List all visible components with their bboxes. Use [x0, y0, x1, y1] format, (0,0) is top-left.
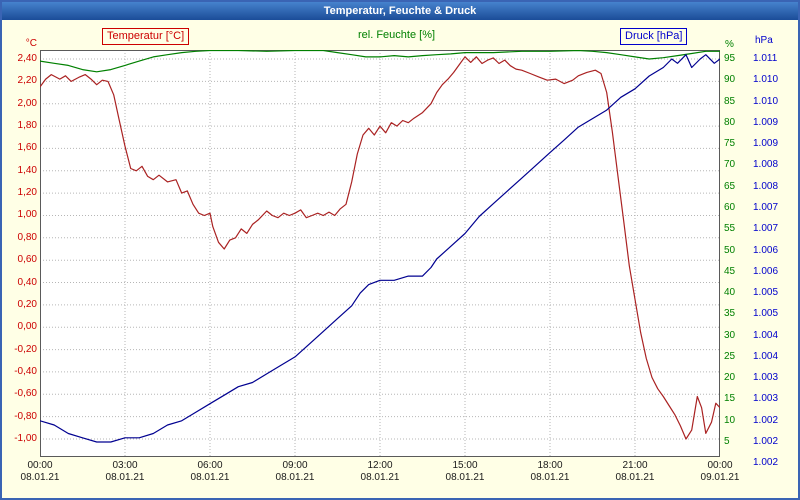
- temp-axis-unit: °C: [25, 38, 37, 49]
- temp-tick-label: -0,20: [14, 344, 37, 355]
- pressure-axis-unit: hPa: [755, 35, 773, 46]
- humidity-tick-label: 90: [724, 74, 736, 85]
- time-tick-label: 15:00: [452, 460, 478, 471]
- time-tick-label: 09:00: [282, 460, 308, 471]
- humidity-tick-label: 25: [724, 351, 736, 362]
- humidity-tick-label: 80: [724, 117, 736, 128]
- pressure-tick-label: 1.003: [753, 393, 779, 404]
- temp-tick-label: 1,40: [17, 165, 37, 176]
- temp-tick-label: -0,40: [14, 366, 37, 377]
- humidity-tick-label: 85: [724, 96, 736, 107]
- pressure-tick-label: 1.005: [753, 308, 779, 319]
- humidity-tick-label: 70: [724, 159, 736, 170]
- pressure-tick-label: 1.008: [753, 159, 779, 170]
- temp-tick-label: -0,60: [14, 388, 37, 399]
- humidity-tick-label: 60: [724, 202, 736, 213]
- temp-tick-label: 1,60: [17, 142, 37, 153]
- date-tick-label: 08.01.21: [445, 472, 485, 483]
- temp-tick-label: 1,00: [17, 209, 37, 220]
- pressure-tick-label: 1.010: [753, 74, 779, 85]
- date-tick-label: 08.01.21: [105, 472, 145, 483]
- plot-area: [40, 50, 720, 457]
- time-tick-label: 00:00: [707, 460, 733, 471]
- pressure-tick-label: 1.007: [753, 202, 779, 213]
- humidity-tick-label: 35: [724, 308, 736, 319]
- time-tick-label: 12:00: [367, 460, 393, 471]
- pressure-tick-label: 1.007: [753, 223, 779, 234]
- time-tick-label: 06:00: [197, 460, 223, 471]
- pressure-tick-label: 1.004: [753, 330, 779, 341]
- humidity-tick-label: 75: [724, 138, 736, 149]
- date-tick-label: 08.01.21: [360, 472, 400, 483]
- temp-tick-label: 2,40: [17, 53, 37, 64]
- time-tick-label: 03:00: [112, 460, 138, 471]
- humidity-tick-label: 55: [724, 223, 736, 234]
- date-tick-label: 09.01.21: [700, 472, 740, 483]
- humidity-tick-label: 45: [724, 266, 736, 277]
- plot-svg: [40, 50, 720, 457]
- humidity-tick-label: 10: [724, 415, 736, 426]
- pressure-tick-label: 1.006: [753, 266, 779, 277]
- plot-border: [40, 50, 720, 457]
- temp-tick-label: 0,20: [17, 299, 37, 310]
- humidity-tick-label: 40: [724, 287, 736, 298]
- pressure-tick-label: 1.002: [753, 436, 779, 447]
- date-tick-label: 08.01.21: [530, 472, 570, 483]
- time-tick-label: 21:00: [622, 460, 648, 471]
- pressure-tick-label: 1.008: [753, 181, 779, 192]
- time-tick-label: 18:00: [537, 460, 563, 471]
- pressure-tick-label: 1.004: [753, 351, 779, 362]
- temperature-series-line: [40, 56, 720, 440]
- legend-pressure[interactable]: Druck [hPa]: [620, 28, 688, 45]
- humidity-tick-label: 5: [724, 436, 730, 447]
- window-title: Temperatur, Feuchte & Druck: [2, 2, 798, 20]
- temp-tick-label: -0,80: [14, 411, 37, 422]
- temp-tick-label: 1,20: [17, 187, 37, 198]
- time-tick-label: 00:00: [27, 460, 53, 471]
- humidity-tick-label: 95: [724, 53, 736, 64]
- pressure-tick-label: 1.003: [753, 372, 779, 383]
- date-tick-label: 08.01.21: [275, 472, 315, 483]
- pressure-tick-label: 1.006: [753, 245, 779, 256]
- humidity-series-line: [40, 50, 720, 73]
- humidity-axis-unit: %: [725, 39, 734, 50]
- pressure-tick-label: 1.002: [753, 415, 779, 426]
- humidity-tick-label: 65: [724, 181, 736, 192]
- pressure-series-line: [40, 54, 720, 443]
- temp-tick-label: 0,40: [17, 277, 37, 288]
- date-tick-label: 08.01.21: [615, 472, 655, 483]
- temp-tick-label: -1,00: [14, 433, 37, 444]
- temp-tick-label: 2,00: [17, 98, 37, 109]
- humidity-tick-label: 50: [724, 245, 736, 256]
- temp-tick-label: 2,20: [17, 75, 37, 86]
- pressure-tick-label: 1.009: [753, 117, 779, 128]
- humidity-tick-label: 20: [724, 372, 736, 383]
- date-tick-label: 08.01.21: [190, 472, 230, 483]
- temp-tick-label: 0,00: [17, 321, 37, 332]
- pressure-tick-label: 1.005: [753, 287, 779, 298]
- legend-humidity[interactable]: rel. Feuchte [%]: [358, 29, 436, 41]
- humidity-tick-label: 15: [724, 393, 736, 404]
- humidity-tick-label: 30: [724, 330, 736, 341]
- pressure-tick-label: 1.009: [753, 138, 779, 149]
- pressure-tick-label: 1.011: [753, 53, 778, 64]
- pressure-tick-label: 1.010: [753, 96, 779, 107]
- temp-tick-label: 1,80: [17, 120, 37, 131]
- pressure-tick-label: 1.002: [753, 457, 779, 468]
- legend-temperature[interactable]: Temperatur [°C]: [102, 28, 190, 45]
- temp-tick-label: 0,60: [17, 254, 37, 265]
- date-tick-label: 08.01.21: [20, 472, 60, 483]
- temp-tick-label: 0,80: [17, 232, 37, 243]
